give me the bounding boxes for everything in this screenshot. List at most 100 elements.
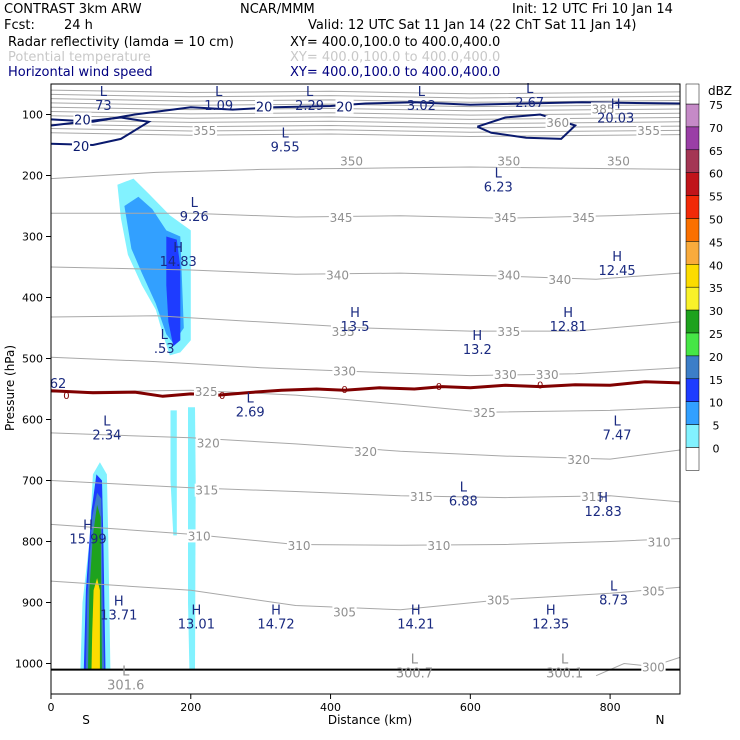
x-tick-label-4: 800 xyxy=(600,701,621,714)
theta-label-25: 315 xyxy=(581,490,604,504)
theta-label-25-bg xyxy=(580,489,605,503)
colorbar-label-45: 45 xyxy=(709,236,723,249)
extremum-value-23: 13.01 xyxy=(178,618,215,633)
theta-label-32: 305 xyxy=(642,584,665,598)
theta-contour-1 xyxy=(51,212,680,219)
theta-label-23-bg xyxy=(194,483,220,497)
extremum-value-14: .53 xyxy=(154,342,175,357)
theta-label-21-bg xyxy=(353,445,378,459)
colorbar-label-30: 30 xyxy=(709,305,723,318)
colorbar-label-40: 40 xyxy=(709,259,723,272)
extremum-value-5: 20.03 xyxy=(597,111,634,126)
theta-contour-9 xyxy=(51,580,680,611)
theta-label-6-bg xyxy=(606,154,631,168)
init-time: Init: 12 UTC Fri 10 Jan 14 xyxy=(512,2,673,17)
y-tick-label-1: 200 xyxy=(22,170,43,183)
extremum-mark-13: H xyxy=(472,329,482,344)
extremum-mark-25: H xyxy=(411,604,421,619)
theta-label-5-bg xyxy=(496,154,521,168)
org-label: NCAR/MMM xyxy=(240,2,315,17)
strat-isentrope-0 xyxy=(51,89,680,95)
extremum-value-21: 8.73 xyxy=(599,593,628,608)
extremum-value-11: 13.5 xyxy=(341,320,370,335)
theta-label-11: 340 xyxy=(497,268,520,282)
colorbar-swatch-50 xyxy=(685,218,700,242)
extremum-value-27: 300.7 xyxy=(396,667,433,682)
colorbar-label-70: 70 xyxy=(709,122,723,135)
extremum-mark-28: L xyxy=(561,653,569,668)
extremum-value-17: 7.47 xyxy=(603,429,632,444)
extremum-mark-3: L xyxy=(418,85,426,100)
colorbar-swatch-0 xyxy=(685,447,700,471)
colorbar-label-25: 25 xyxy=(709,328,723,341)
theta-label-4-bg xyxy=(339,154,364,168)
y-tick-label-7: 800 xyxy=(22,536,43,549)
y-tick-label-9: 1000 xyxy=(15,658,43,671)
colorbar-label-60: 60 xyxy=(709,168,723,181)
theta-label-2-bg xyxy=(636,123,661,137)
theta-label-22: 320 xyxy=(567,453,590,467)
wind-label-1-bg xyxy=(255,99,274,114)
theta-label-16: 330 xyxy=(494,368,517,382)
field-name-reflectivity: Radar reflectivity (lamda = 10 cm) xyxy=(8,35,234,50)
extremum-mark-17: L xyxy=(613,415,621,430)
theta-label-12: 340 xyxy=(548,273,571,287)
strat-isentrope-4 xyxy=(51,106,680,112)
theta-label-13: 335 xyxy=(332,325,355,339)
y-tick-label-0: 100 xyxy=(22,109,43,122)
colorbar-label-75: 75 xyxy=(709,99,723,112)
extremum-value-16: 2.34 xyxy=(92,429,121,444)
theta-label-0-bg xyxy=(590,102,616,116)
theta-label-33-bg xyxy=(641,660,666,674)
reflectivity-layer xyxy=(80,178,196,670)
colorbar-swatch-75 xyxy=(685,103,700,128)
x-axis-title: Distance (km) xyxy=(328,713,412,727)
theta-label-9-bg xyxy=(571,210,596,224)
theta-label-33: 300 xyxy=(642,661,665,675)
model-title: CONTRAST 3km ARW xyxy=(4,2,142,17)
x-tick-label-1: 200 xyxy=(180,701,201,714)
extremum-value-9: 14.83 xyxy=(160,255,197,270)
extremum-value-12: 12.81 xyxy=(550,320,587,335)
field-name-theta: Potential temperature xyxy=(8,50,151,65)
extremum-mark-22: H xyxy=(114,595,124,610)
extremum-value-8: 9.26 xyxy=(180,210,209,225)
theta-label-20-bg xyxy=(196,436,221,450)
freezing-level-line xyxy=(51,380,680,398)
theta-label-27-bg xyxy=(286,539,312,553)
colorbar-swatch-35 xyxy=(685,286,700,311)
extremum-mark-16: L xyxy=(103,415,111,430)
colorbar-label-20: 20 xyxy=(709,351,723,364)
wind-contour-layer xyxy=(51,101,680,147)
colorbar-swatch-55 xyxy=(685,195,700,219)
colorbar-swatch-60 xyxy=(685,172,700,196)
extremum-mark-20: H xyxy=(83,518,93,533)
extremum-mark-7: L xyxy=(495,166,503,181)
y-tick-label-8: 900 xyxy=(22,597,43,610)
strat-isentrope-6 xyxy=(51,115,680,120)
theta-label-27: 310 xyxy=(288,539,311,553)
colorbar-swatch-70 xyxy=(685,126,700,151)
theta-label-28-bg xyxy=(426,539,452,553)
theta-label-10-bg xyxy=(325,268,350,282)
colorbar-label-35: 35 xyxy=(709,282,723,295)
theta-label-28: 310 xyxy=(427,539,450,553)
theta-label-19: 325 xyxy=(473,406,496,420)
strat-isentrope-1 xyxy=(51,93,680,99)
extremum-value-0: 73 xyxy=(95,99,112,114)
theta-label-31: 305 xyxy=(487,593,510,607)
extremum-value-4: 2.67 xyxy=(515,96,544,111)
forecast-hours: 24 h xyxy=(64,18,93,33)
theta-contour-0 xyxy=(51,166,680,180)
field-xy-wind: XY= 400.0,100.0 to 400.0,400.0 xyxy=(290,65,501,80)
colorbar-swatch-10 xyxy=(685,401,700,425)
extremum-mark-0: L xyxy=(100,85,108,100)
y-tick-label-4: 500 xyxy=(22,353,43,366)
extremum-mark-6: L xyxy=(282,127,290,142)
y-tick-label-5: 600 xyxy=(22,414,43,427)
theta-label-7-bg xyxy=(328,210,354,224)
theta-label-6: 350 xyxy=(607,154,630,168)
theta-label-18-bg xyxy=(193,384,219,398)
strat-isentrope-8 xyxy=(51,123,680,129)
